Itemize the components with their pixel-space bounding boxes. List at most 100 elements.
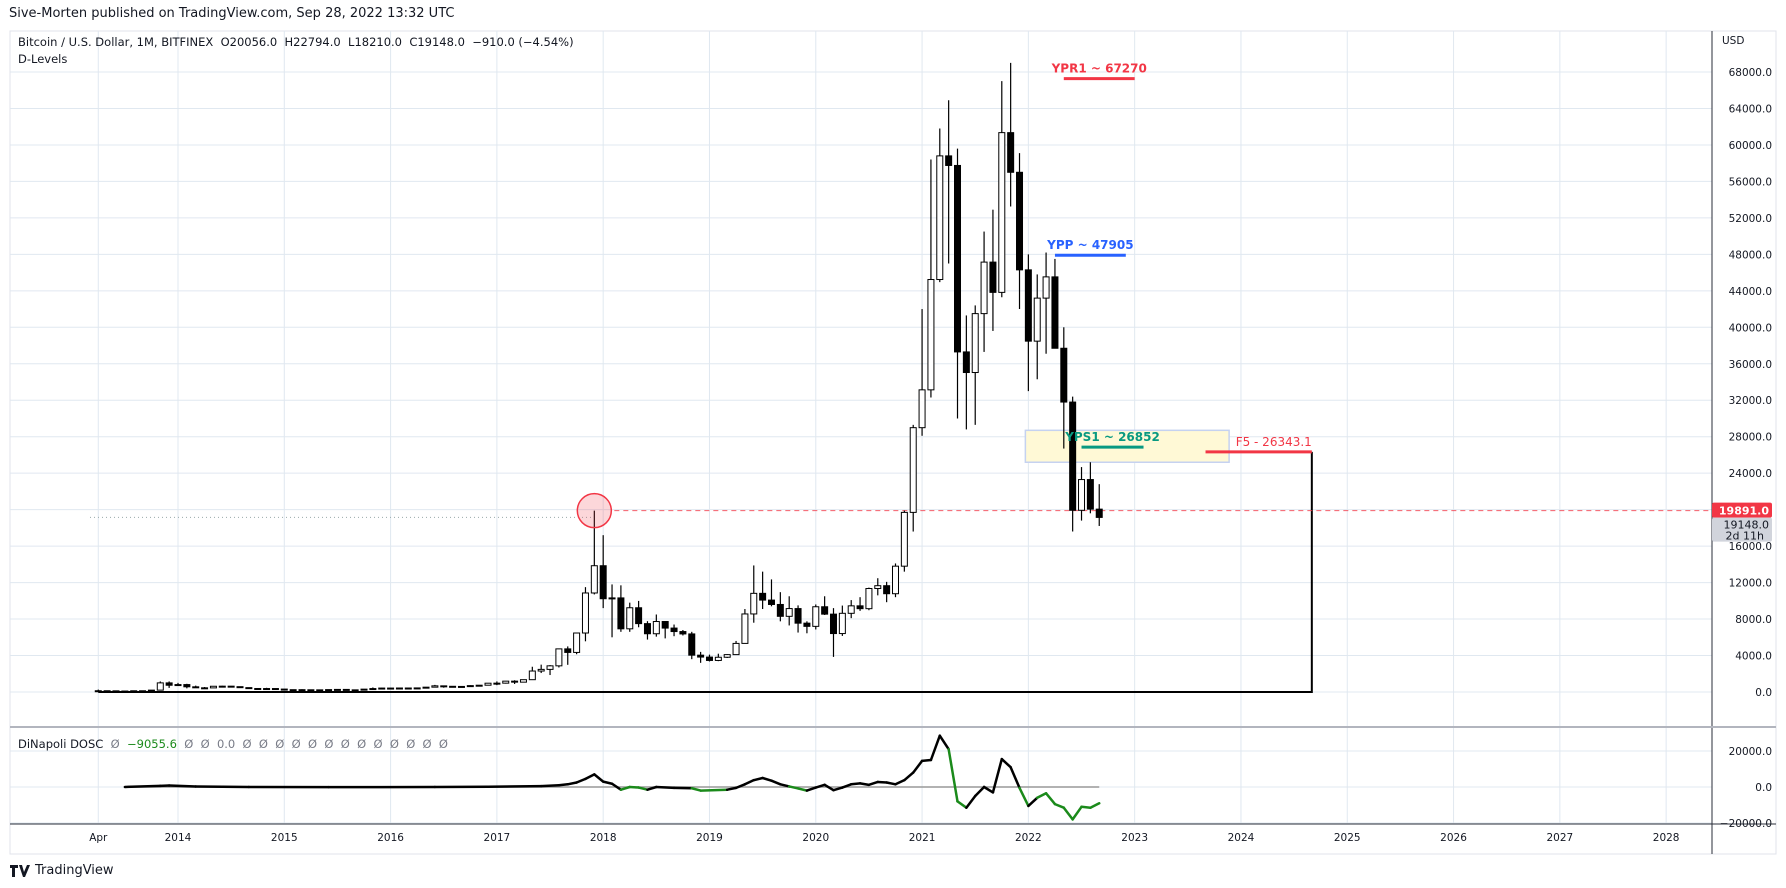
candle-2015-04[interactable] — [307, 689, 315, 692]
candle-2021-02[interactable] — [927, 279, 935, 391]
candle-2017-04[interactable] — [519, 679, 527, 683]
candle-2015-07[interactable] — [333, 688, 341, 691]
candle-2014-04[interactable] — [201, 687, 209, 690]
candle-2015-03[interactable] — [298, 689, 306, 692]
candle-2021-10[interactable] — [998, 132, 1006, 293]
candle-2017-08[interactable] — [555, 648, 563, 667]
candle-2017-07[interactable] — [546, 665, 554, 670]
candle-2021-03[interactable] — [936, 155, 944, 281]
candle-2018-02[interactable] — [608, 597, 616, 600]
candle-2018-05[interactable] — [635, 607, 643, 625]
candle-2022-04[interactable] — [1051, 276, 1059, 349]
candle-2021-04[interactable] — [945, 155, 953, 166]
candle-2016-09[interactable] — [457, 685, 465, 688]
candle-2013-11[interactable] — [156, 682, 164, 691]
candle-2013-10[interactable] — [147, 689, 155, 692]
candle-2015-06[interactable] — [325, 689, 333, 692]
candle-2019-09[interactable] — [776, 603, 784, 617]
candle-2020-10[interactable] — [891, 565, 899, 595]
candle-2018-01[interactable] — [599, 565, 607, 600]
candle-2016-08[interactable] — [449, 685, 457, 688]
candle-2013-12[interactable] — [165, 682, 173, 686]
candle-2020-07[interactable] — [865, 588, 873, 610]
candle-2020-03[interactable] — [829, 613, 837, 635]
candle-2015-02[interactable] — [289, 689, 297, 692]
candle-2020-12[interactable] — [909, 427, 917, 513]
candle-2021-01[interactable] — [918, 389, 926, 429]
projection-box-line[interactable] — [98, 451, 1313, 693]
candle-2022-06[interactable] — [1069, 401, 1077, 511]
candle-2021-09[interactable] — [989, 261, 997, 293]
indicator-legend[interactable]: DiNapoli DOSC Ø −9055.6 Ø Ø 0.0 Ø Ø Ø Ø … — [18, 737, 448, 751]
candle-2017-11[interactable] — [581, 592, 589, 634]
candle-2019-07[interactable] — [759, 592, 767, 601]
study-legend[interactable]: D-Levels — [18, 52, 68, 66]
candle-2013-05[interactable] — [103, 690, 111, 693]
ath-circle-marker[interactable] — [576, 492, 613, 529]
candle-2017-06[interactable] — [537, 668, 545, 672]
candle-2013-06[interactable] — [112, 690, 120, 693]
candle-2019-10[interactable] — [785, 608, 793, 617]
candle-2016-11[interactable] — [475, 684, 483, 687]
candle-2019-12[interactable] — [803, 622, 811, 627]
candle-2022-01[interactable] — [1024, 269, 1032, 342]
candle-2016-06[interactable] — [431, 685, 439, 688]
candle-2019-02[interactable] — [714, 656, 722, 661]
candle-2017-05[interactable] — [528, 670, 536, 681]
candle-2016-07[interactable] — [440, 685, 448, 688]
candle-2017-10[interactable] — [573, 632, 581, 653]
candle-2018-11[interactable] — [688, 633, 696, 656]
candle-2020-05[interactable] — [847, 605, 855, 614]
candle-2018-10[interactable] — [679, 631, 687, 635]
candle-2014-06[interactable] — [218, 685, 226, 688]
candle-2022-07[interactable] — [1078, 479, 1086, 511]
candle-2019-08[interactable] — [767, 599, 775, 605]
candle-2014-12[interactable] — [271, 688, 279, 691]
candle-2020-11[interactable] — [900, 511, 908, 567]
candle-2020-08[interactable] — [874, 585, 882, 590]
candle-2014-03[interactable] — [192, 686, 200, 689]
candle-2020-02[interactable] — [821, 606, 829, 615]
candle-2019-11[interactable] — [794, 608, 802, 624]
candle-2022-08[interactable] — [1086, 479, 1094, 510]
candle-2015-05[interactable] — [316, 689, 324, 692]
candle-2014-11[interactable] — [263, 688, 271, 691]
candle-2017-09[interactable] — [564, 648, 572, 653]
candle-2018-07[interactable] — [652, 621, 660, 635]
candle-2020-04[interactable] — [838, 612, 846, 635]
candle-2014-02[interactable] — [183, 684, 191, 688]
candle-2017-12[interactable] — [590, 565, 598, 594]
candle-2019-01[interactable] — [705, 656, 713, 661]
candle-2014-10[interactable] — [254, 687, 262, 690]
candle-2021-05[interactable] — [954, 164, 962, 353]
candle-2017-02[interactable] — [502, 680, 510, 684]
candle-2013-07[interactable] — [121, 690, 129, 693]
candle-2021-12[interactable] — [1016, 171, 1024, 271]
candle-2016-03[interactable] — [404, 687, 412, 690]
candle-2020-09[interactable] — [883, 585, 891, 595]
tradingview-logo[interactable]: TradingView — [10, 863, 114, 878]
candle-2019-04[interactable] — [732, 642, 740, 656]
candle-2016-10[interactable] — [466, 685, 474, 688]
candle-2018-04[interactable] — [626, 607, 634, 630]
candle-2022-03[interactable] — [1042, 276, 1050, 299]
candle-2015-11[interactable] — [369, 688, 377, 691]
candle-2016-12[interactable] — [484, 682, 492, 686]
candle-2016-04[interactable] — [413, 687, 421, 690]
candle-2014-09[interactable] — [245, 687, 253, 690]
candle-2014-01[interactable] — [174, 684, 182, 687]
candle-2022-02[interactable] — [1033, 297, 1041, 342]
candle-2013-09[interactable] — [139, 690, 147, 693]
candle-2016-02[interactable] — [395, 687, 403, 690]
candle-2020-06[interactable] — [856, 605, 864, 610]
candle-2013-08[interactable] — [130, 690, 138, 693]
candle-2019-03[interactable] — [723, 654, 731, 658]
candle-2014-05[interactable] — [209, 685, 217, 689]
candle-2019-05[interactable] — [741, 613, 749, 644]
candle-2021-07[interactable] — [971, 313, 979, 374]
candle-2018-03[interactable] — [617, 597, 625, 630]
candle-2014-08[interactable] — [236, 686, 244, 689]
candle-2017-01[interactable] — [493, 682, 501, 685]
candle-2018-06[interactable] — [643, 623, 651, 635]
